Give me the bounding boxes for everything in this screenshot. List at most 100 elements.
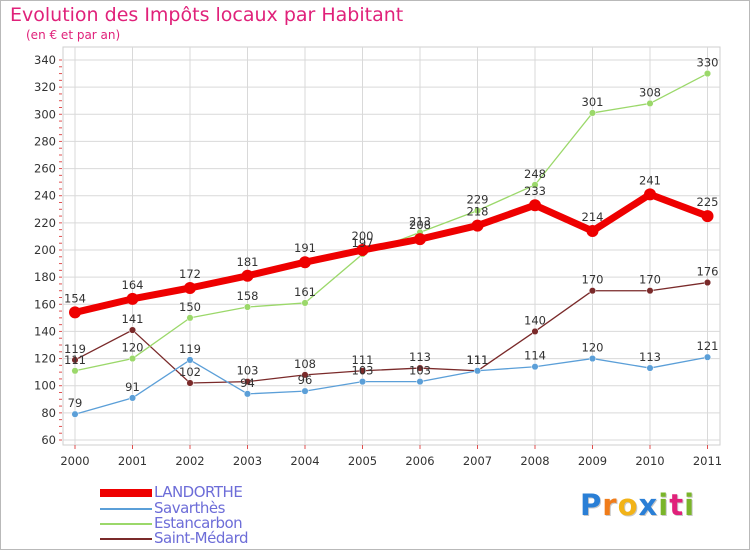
- data-label: 191: [294, 241, 316, 255]
- data-label: 218: [467, 205, 489, 219]
- series-line-Saint-Médard: [74, 281, 709, 384]
- x-tick-label: 2003: [233, 454, 262, 468]
- data-label: 158: [237, 289, 259, 303]
- logo-letter: r: [602, 488, 618, 522]
- data-point: [299, 256, 311, 269]
- data-point: [243, 303, 252, 311]
- y-tick-label: 280: [34, 134, 56, 148]
- data-label: 119: [64, 342, 86, 356]
- legend-swatch: [100, 538, 152, 540]
- data-point: [128, 394, 137, 402]
- logo-letter: P: [580, 488, 603, 522]
- data-label: 241: [639, 173, 661, 187]
- legend-swatch: [100, 489, 152, 497]
- data-point: [69, 306, 81, 319]
- data-point: [128, 355, 137, 363]
- y-tick-label: 60: [41, 433, 56, 447]
- data-point: [71, 410, 79, 418]
- data-label: 164: [122, 278, 144, 292]
- data-label: 214: [582, 210, 604, 224]
- data-label: 111: [352, 353, 374, 367]
- data-label: 108: [294, 357, 316, 371]
- y-tick-label: 180: [34, 270, 56, 284]
- data-label: 150: [179, 300, 201, 314]
- data-label: 161: [294, 285, 316, 299]
- logo-letter: t: [669, 488, 685, 522]
- data-point: [243, 378, 252, 386]
- y-tick-label: 320: [34, 80, 56, 94]
- data-point: [588, 109, 597, 117]
- legend-label: Saint-Médard: [154, 529, 249, 547]
- data-label: 170: [639, 273, 661, 287]
- data-label: 330: [697, 56, 719, 70]
- y-tick-label: 160: [34, 297, 56, 311]
- data-label: 225: [697, 195, 719, 209]
- legend-label: Estancarbon: [154, 514, 243, 532]
- x-tick-label: 2009: [578, 454, 607, 468]
- data-label: 154: [64, 291, 86, 305]
- legend-label: LANDORTHE: [154, 483, 243, 501]
- proxiti-logo: Proxiti: [580, 488, 695, 522]
- data-label: 229: [467, 193, 489, 207]
- data-label: 213: [409, 214, 431, 228]
- logo-letter: i: [684, 488, 696, 522]
- data-point: [646, 364, 654, 372]
- grid: [62, 46, 721, 446]
- data-label: 248: [524, 167, 546, 181]
- data-point: [588, 287, 597, 295]
- series-line-Savarthès: [74, 356, 709, 415]
- data-point: [703, 279, 712, 287]
- data-point: [703, 70, 712, 78]
- data-point: [646, 99, 654, 107]
- data-point: [471, 219, 484, 232]
- data-label: 308: [639, 85, 661, 99]
- y-tick-label: 80: [41, 406, 56, 420]
- data-label: 113: [639, 350, 661, 364]
- data-label: 170: [582, 273, 604, 287]
- y-tick-label: 240: [34, 189, 56, 203]
- data-label: 233: [524, 184, 546, 198]
- data-point: [531, 327, 539, 335]
- y-tick-label: 140: [34, 324, 56, 338]
- data-point: [531, 363, 539, 371]
- data-point: [414, 233, 426, 246]
- data-point: [126, 292, 139, 305]
- y-tick-label: 340: [34, 53, 56, 67]
- data-point: [703, 353, 712, 361]
- x-tick-label: 2001: [118, 454, 147, 468]
- data-point: [701, 210, 714, 223]
- data-label: 111: [467, 353, 489, 367]
- x-tick-label: 2000: [60, 454, 89, 468]
- data-point: [71, 356, 79, 364]
- data-point: [241, 269, 254, 282]
- data-point: [184, 282, 196, 294]
- data-label: 79: [68, 396, 83, 410]
- data-label: 113: [409, 350, 431, 364]
- data-label: 200: [352, 229, 374, 243]
- data-point: [243, 390, 252, 398]
- data-label: 172: [179, 267, 201, 281]
- data-label: 119: [179, 342, 201, 356]
- x-tick-label: 2010: [635, 454, 664, 468]
- plot-area: [62, 46, 721, 446]
- data-point: [301, 299, 309, 307]
- x-tick-label: 2006: [405, 454, 434, 468]
- data-point: [416, 364, 424, 372]
- chart-subtitle: (en € et par an): [26, 28, 121, 42]
- x-tick-label: 2005: [348, 454, 377, 468]
- y-tick-label: 200: [34, 243, 56, 257]
- data-point: [531, 181, 539, 189]
- x-tick-label: 2004: [290, 454, 319, 468]
- series: [69, 70, 714, 418]
- data-label: 120: [122, 341, 144, 355]
- legend-label: Savarthès: [154, 499, 225, 517]
- axes: 60 80 100 120 140 160 180 200 220 240 260 280 300 320…: [34, 53, 722, 468]
- data-labels: 119 141 102 103 108 111 113 111 140 170 170 176 79 91…: [64, 56, 718, 411]
- data-point: [301, 387, 309, 395]
- data-point: [358, 378, 367, 386]
- data-label: 121: [697, 339, 719, 353]
- data-point: [71, 367, 79, 375]
- data-point: [646, 287, 654, 295]
